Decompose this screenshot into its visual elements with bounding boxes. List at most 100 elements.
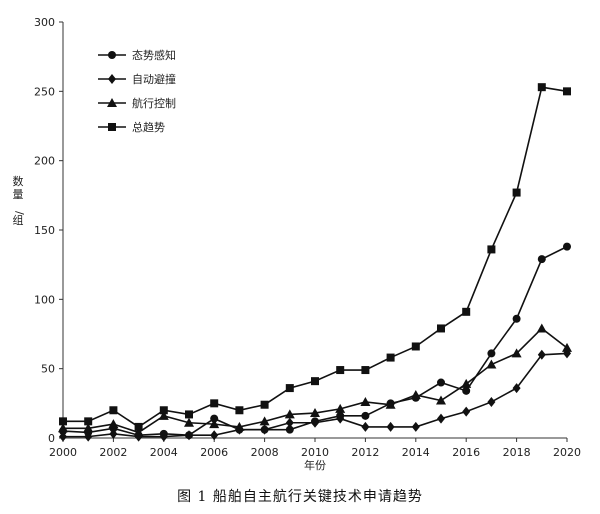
data-point [159,431,168,442]
line-chart: 0 50 100 150 200 250 300 2000 2002 2004 2006 2008 20… [13,16,582,472]
data-point [285,384,294,393]
x-tick-label: 2000 [49,446,77,459]
x-tick-label: 2002 [99,446,127,459]
data-point [386,353,395,362]
x-tick-label: 2004 [150,446,178,459]
y-tick-label: 100 [34,293,55,306]
x-axis-title: 年份 [304,458,326,472]
data-point [411,342,420,351]
legend-label: 总趋势 [132,120,165,134]
data-point [437,378,445,387]
data-point [537,83,546,92]
data-point [284,409,295,419]
data-point [336,366,345,375]
data-point [411,421,420,432]
data-point [210,414,219,423]
data-point [360,396,371,406]
data-point [437,413,445,424]
data-point [184,417,194,427]
data-point [234,421,245,431]
series-line [63,86,568,428]
data-point [410,390,421,400]
data-point [562,342,572,352]
data-point [436,395,446,405]
y-tick-label: 200 [34,155,55,168]
data-point [386,421,395,432]
data-point [109,428,118,439]
figure-caption: 图 1 船舶自主航行关键技术申请趋势 [177,489,423,505]
data-point [537,349,546,360]
x-tick-label: 2012 [351,446,379,459]
data-point [259,416,270,426]
y-axis-title: 数量/组 [13,175,27,227]
data-point [563,242,571,251]
data-point [260,424,269,435]
legend-marker [108,74,116,84]
data-point [336,413,345,424]
data-point [59,417,67,426]
data-point [285,417,294,428]
data-point [462,307,471,316]
data-point [462,386,471,395]
data-point [185,430,193,441]
data-point [461,378,472,388]
data-point [109,406,118,415]
data-point [563,87,571,96]
y-tick-label: 50 [41,363,55,376]
legend-label: 态势感知 [132,48,176,62]
data-point [310,408,320,418]
x-tick-label: 2016 [452,446,480,459]
data-point [487,396,496,407]
data-point [537,255,546,264]
data-point [83,423,94,433]
data-point [512,383,521,394]
data-point [361,421,370,432]
y-tick-label: 300 [34,16,55,29]
data-point [260,400,269,409]
x-tick-label: 2014 [402,446,430,459]
data-point [210,399,219,408]
data-point [361,366,370,375]
data-point [311,417,319,428]
data-point [512,188,521,197]
data-point [185,410,193,419]
data-point [385,399,396,409]
data-point [133,427,144,437]
data-point [335,403,346,413]
legend-label: 自动避撞 [132,72,176,86]
data-point [158,410,169,420]
data-point [210,430,219,441]
data-point [108,419,119,429]
data-point [462,406,471,417]
data-point [235,406,244,415]
data-point [511,348,522,358]
data-point [134,422,143,431]
data-point [361,411,370,420]
x-tick-label: 2008 [251,446,279,459]
data-point [311,377,319,386]
data-point [487,245,496,254]
data-point [512,314,521,323]
data-point [159,406,168,415]
legend-marker [107,98,117,107]
data-point [487,349,496,358]
x-tick-label: 2018 [503,446,531,459]
data-point [285,425,294,434]
data-point [486,359,497,369]
x-tick-label: 2006 [200,446,228,459]
y-tick-label: 250 [34,85,55,98]
data-point [58,423,68,433]
legend-label: 航行控制 [132,96,176,110]
legend-marker [108,123,116,131]
y-tick-label: 0 [48,432,55,445]
data-point [536,323,547,333]
data-point [84,417,93,426]
y-tick-label: 150 [34,224,55,237]
series-square [63,86,568,428]
x-tick-label: 2010 [301,446,329,459]
legend-marker [108,51,116,59]
data-point [209,419,220,429]
data-point [59,431,67,442]
x-tick-label: 2020 [553,446,581,459]
